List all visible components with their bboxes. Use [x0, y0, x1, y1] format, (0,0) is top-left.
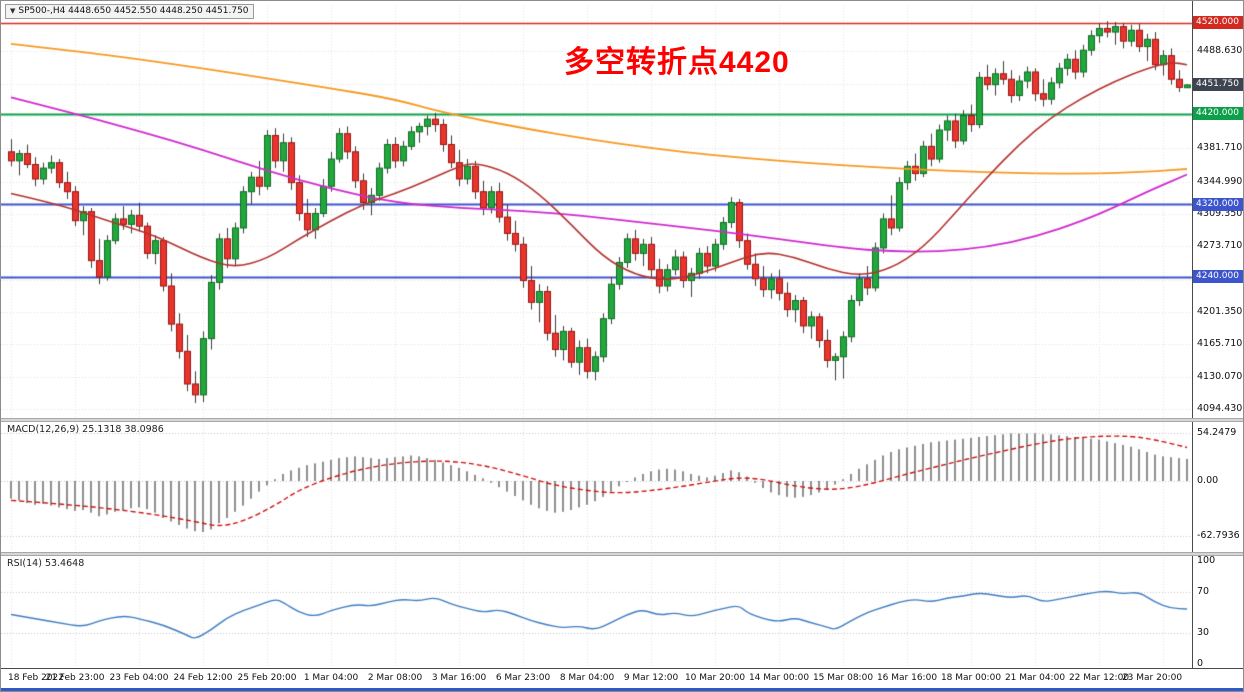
macd-panel-splitter[interactable] [1, 418, 1243, 422]
price-line-label: 4320.000 [1193, 197, 1243, 211]
time-axis[interactable]: 18 Feb 2022 21 Feb 23:00 23 Feb 04:00 24 Fe… [1, 668, 1243, 688]
symbol-info-box: ▼ SP500-,H4 4448.650 4452.550 4448.250 44… [5, 4, 254, 19]
time-axis-label: 3 Mar 16:00 [431, 673, 487, 683]
time-axis-label: 18 Mar 00:00 [940, 673, 1002, 683]
macd-axis-label: 54.2479 [1197, 427, 1237, 439]
time-axis-label: 16 Mar 16:00 [876, 673, 938, 683]
price-axis-tick: 4094.430 [1197, 402, 1243, 414]
time-axis-label: 22 Mar 12:00 [1068, 673, 1130, 683]
rsi-axis-label: 100 [1197, 555, 1216, 566]
rsi-axis-label: 0 [1197, 658, 1204, 669]
time-axis-label: 21 Feb 23:00 [45, 673, 105, 683]
price-axis-tick: 4130.070 [1197, 370, 1243, 382]
macd-axis-label: -62.7936 [1197, 530, 1240, 542]
macd-indicator-label: MACD(12,26,9) 25.1318 38.0986 [7, 424, 164, 435]
symbol-ohlc-label: SP500-,H4 4448.650 4452.550 4448.250 445… [18, 6, 249, 16]
price-axis-tick: 4488.630 [1197, 45, 1243, 57]
price-axis-tick: 4165.710 [1197, 338, 1243, 350]
price-axis-tick: 4381.710 [1197, 142, 1243, 154]
price-axis-tick: 4309.350 [1197, 208, 1243, 220]
time-axis-label: 23 Feb 04:00 [109, 673, 169, 683]
time-axis-label: 9 Mar 12:00 [623, 673, 679, 683]
time-axis-label: 8 Mar 04:00 [559, 673, 615, 683]
chart-annotation-text[interactable]: 多空转折点4420 [564, 46, 790, 79]
time-axis-label: 6 Mar 23:00 [495, 673, 551, 683]
time-axis-label: 10 Mar 20:00 [684, 673, 746, 683]
rsi-panel-splitter[interactable] [1, 552, 1243, 556]
price-axis[interactable]: 4488.630 4381.710 4344.990 4309.350 4273.710… [1192, 1, 1243, 669]
collapse-arrow-icon[interactable]: ▼ [10, 7, 16, 15]
window-bottom-bar [1, 688, 1243, 691]
rsi-axis-label: 30 [1197, 627, 1210, 639]
price-axis-tick: 4273.710 [1197, 240, 1243, 252]
rsi-axis-label: 70 [1197, 585, 1210, 597]
time-axis-label: 18 Feb 2022 [7, 673, 64, 683]
time-axis-label: 21 Mar 04:00 [1004, 673, 1066, 683]
current-price-label: 4451.750 [1193, 78, 1243, 92]
price-axis-tick: 4344.990 [1197, 175, 1243, 187]
time-axis-label: 15 Mar 08:00 [812, 673, 874, 683]
price-line-label: 4520.000 [1193, 16, 1243, 30]
time-axis-label: 25 Feb 20:00 [237, 673, 297, 683]
time-axis-label: 14 Mar 00:00 [748, 673, 810, 683]
price-line-label: 4420.000 [1193, 107, 1243, 121]
price-line-label: 4240.000 [1193, 270, 1243, 284]
macd-axis-label: 0.00 [1197, 475, 1219, 486]
time-axis-label: 23 Mar 20:00 [1121, 673, 1183, 683]
time-axis-label: 24 Feb 12:00 [173, 673, 233, 683]
price-axis-tick: 4201.350 [1197, 306, 1243, 317]
rsi-indicator-label: RSI(14) 53.4648 [7, 558, 85, 569]
time-axis-label: 1 Mar 04:00 [303, 673, 359, 683]
time-axis-label: 2 Mar 08:00 [367, 673, 423, 683]
